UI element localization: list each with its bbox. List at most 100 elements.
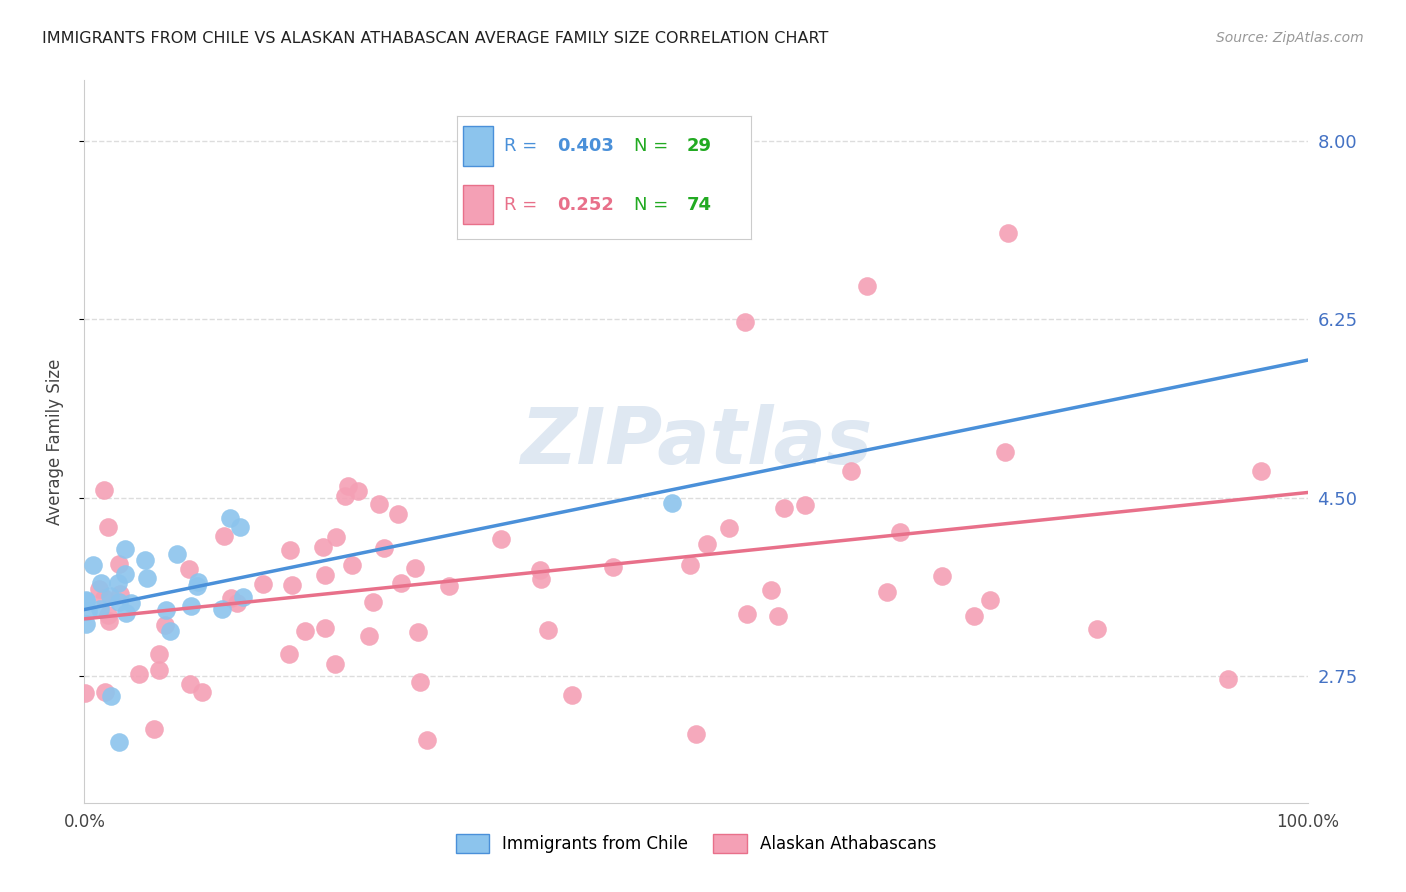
Point [773,500,796,515]
Point [373,541,395,555]
Point [108,595,131,609]
Point [993,445,1015,459]
Point [115,606,138,620]
Point [277,647,299,661]
Point [107,557,129,571]
Point [281,577,304,591]
Point [323,657,346,671]
Point [979,593,1001,607]
Point [94,685,117,699]
Point [529,563,551,577]
Point [737,607,759,621]
Point [361,594,384,608]
Point [679,558,702,572]
Point [159,624,181,638]
Point [387,508,409,522]
Point [180,599,202,613]
Point [997,226,1019,240]
Point [134,553,156,567]
Point [114,567,136,582]
Point [406,624,429,639]
Point [97,614,120,628]
Point [734,316,756,330]
Point [219,591,242,605]
Text: Source: ZipAtlas.com: Source: ZipAtlas.com [1216,31,1364,45]
Point [187,575,209,590]
Point [89,602,111,616]
Point [225,596,247,610]
Point [437,579,460,593]
Point [75,592,97,607]
Point [347,484,370,499]
Point [75,593,97,607]
Point [179,562,201,576]
Point [489,533,512,547]
Point [97,608,120,623]
Point [409,674,432,689]
Point [108,587,131,601]
Point [311,540,333,554]
Point [537,624,560,638]
Point [685,726,707,740]
Point [325,530,347,544]
Point [661,495,683,509]
Point [530,572,553,586]
Point [359,629,381,643]
Point [333,489,356,503]
Point [155,603,177,617]
Text: ZIPatlas: ZIPatlas [520,403,872,480]
Point [128,666,150,681]
Point [229,520,252,534]
Point [294,624,316,638]
Point [876,585,898,599]
Point [931,568,953,582]
Point [82,558,104,572]
Point [759,582,782,597]
Point [718,521,741,535]
Point [278,543,301,558]
Point [340,558,363,573]
Point [142,722,165,736]
Point [218,511,240,525]
Point [87,582,110,597]
Point [120,596,142,610]
Point [389,576,412,591]
Point [93,483,115,498]
Point [90,576,112,591]
Point [962,608,984,623]
Point [211,602,233,616]
Point [368,497,391,511]
Point [212,529,235,543]
Point [75,686,97,700]
Point [337,479,360,493]
Point [75,617,97,632]
Legend: Immigrants from Chile, Alaskan Athabascans: Immigrants from Chile, Alaskan Athabasca… [449,827,943,860]
Point [97,520,120,534]
Point [179,677,201,691]
Point [136,571,159,585]
Point [602,559,624,574]
Point [1216,672,1239,686]
Point [100,689,122,703]
Point [148,648,170,662]
Y-axis label: Average Family Size: Average Family Size [45,359,63,524]
Point [107,576,129,591]
Point [107,735,129,749]
Point [314,567,336,582]
Point [114,542,136,557]
Point [93,591,115,605]
Point [232,590,254,604]
Point [166,547,188,561]
Point [155,618,177,632]
Point [889,524,911,539]
Point [1087,622,1109,636]
Point [561,688,583,702]
Point [186,579,208,593]
Point [148,663,170,677]
Point [794,498,817,512]
Point [404,561,426,575]
Point [98,590,121,604]
Point [856,278,879,293]
Point [839,464,862,478]
Point [314,621,336,635]
